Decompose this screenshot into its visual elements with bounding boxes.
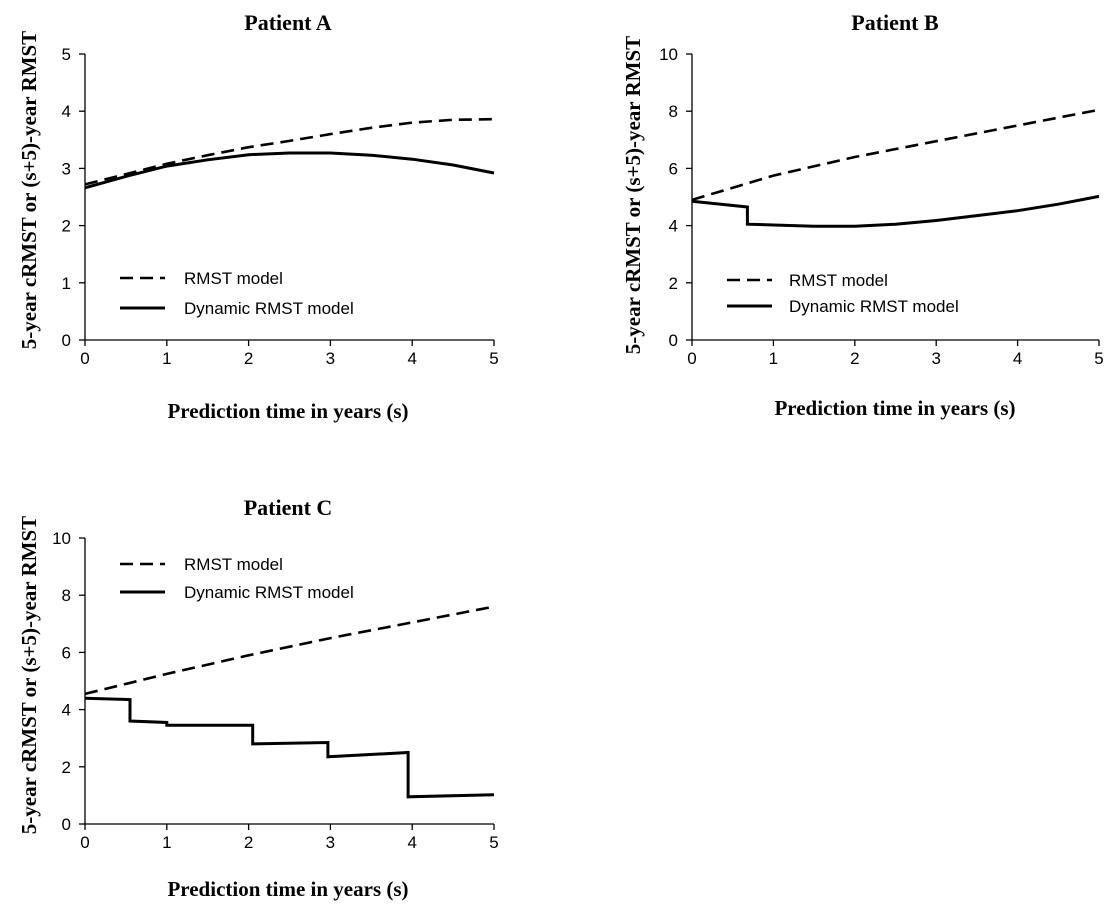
y-tick-label: 2: [669, 274, 678, 293]
y-tick-label: 6: [62, 643, 71, 662]
legend-label-rmst-model: RMST model: [789, 271, 888, 290]
y-tick-label: 2: [62, 217, 71, 236]
x-tick-label: 4: [407, 833, 416, 852]
x-tick-label: 2: [244, 833, 253, 852]
y-tick-label: 10: [659, 45, 678, 64]
x-tick-label: 5: [489, 833, 498, 852]
x-tick-label: 4: [407, 349, 416, 368]
legend-label-rmst-model: RMST model: [184, 269, 283, 288]
y-tick-label: 2: [62, 758, 71, 777]
y-tick-label: 0: [62, 815, 71, 834]
x-tick-label: 0: [687, 349, 696, 368]
y-tick-label: 0: [62, 331, 71, 350]
legend: RMST model Dynamic RMST model: [120, 269, 354, 318]
series-line-rmst-model: [84, 605, 495, 696]
x-tick-label: 1: [769, 349, 778, 368]
chart-panel-patient-b: Patient B 5-year cRMST or (s+5)-year RMS…: [621, 10, 1104, 420]
y-tick-label: 8: [62, 586, 71, 605]
chart-panel-patient-a: Patient A 5-year cRMST or (s+5)-year RMS…: [17, 10, 499, 423]
chart-panel-patient-c: Patient C 5-year cRMST or (s+5)-year RMS…: [17, 495, 499, 901]
series-line-dynamic-rmst-model: [84, 151, 495, 190]
legend-label-dynamic-rmst-model: Dynamic RMST model: [184, 299, 354, 318]
x-tick-label: 5: [1094, 349, 1103, 368]
y-axis-label: 5-year cRMST or (s+5)-year RMST: [621, 36, 645, 354]
y-tick-label: 0: [669, 331, 678, 350]
y-tick-label: 1: [62, 274, 71, 293]
x-tick-label: 3: [326, 833, 335, 852]
x-tick-label: 2: [850, 349, 859, 368]
legend: RMST model Dynamic RMST model: [120, 555, 354, 602]
x-tick-label: 1: [162, 349, 171, 368]
series-line-dynamic-rmst-model: [84, 696, 495, 799]
x-tick-label: 0: [80, 349, 89, 368]
series-line-rmst-model: [84, 117, 495, 186]
y-tick-label: 4: [62, 102, 71, 121]
x-tick-label: 0: [80, 833, 89, 852]
legend-label-rmst-model: RMST model: [184, 555, 283, 574]
y-tick-label: 4: [62, 701, 71, 720]
y-tick-label: 10: [52, 529, 71, 548]
legend-label-dynamic-rmst-model: Dynamic RMST model: [184, 583, 354, 602]
y-axis-label: 5-year cRMST or (s+5)-year RMST: [17, 31, 41, 349]
y-tick-label: 4: [669, 217, 678, 236]
x-axis-label: Prediction time in years (s): [167, 399, 408, 423]
x-axis-label: Prediction time in years (s): [774, 396, 1015, 420]
x-tick-label: 3: [931, 349, 940, 368]
x-tick-label: 2: [244, 349, 253, 368]
series-line-dynamic-rmst-model: [691, 194, 1100, 228]
y-axis-label: 5-year cRMST or (s+5)-year RMST: [17, 516, 41, 834]
y-tick-label: 6: [669, 159, 678, 178]
x-tick-label: 3: [326, 349, 335, 368]
x-tick-label: 1: [162, 833, 171, 852]
chart-title: Patient C: [244, 495, 333, 520]
x-axis-label: Prediction time in years (s): [167, 877, 408, 901]
legend-label-dynamic-rmst-model: Dynamic RMST model: [789, 297, 959, 316]
y-tick-label: 8: [669, 102, 678, 121]
x-tick-label: 5: [489, 349, 498, 368]
y-tick-label: 3: [62, 159, 71, 178]
x-tick-label: 4: [1013, 349, 1022, 368]
chart-title: Patient A: [244, 10, 331, 35]
legend: RMST model Dynamic RMST model: [727, 271, 959, 316]
chart-title: Patient B: [851, 10, 939, 35]
series-line-rmst-model: [691, 108, 1100, 202]
y-tick-label: 5: [62, 45, 71, 64]
